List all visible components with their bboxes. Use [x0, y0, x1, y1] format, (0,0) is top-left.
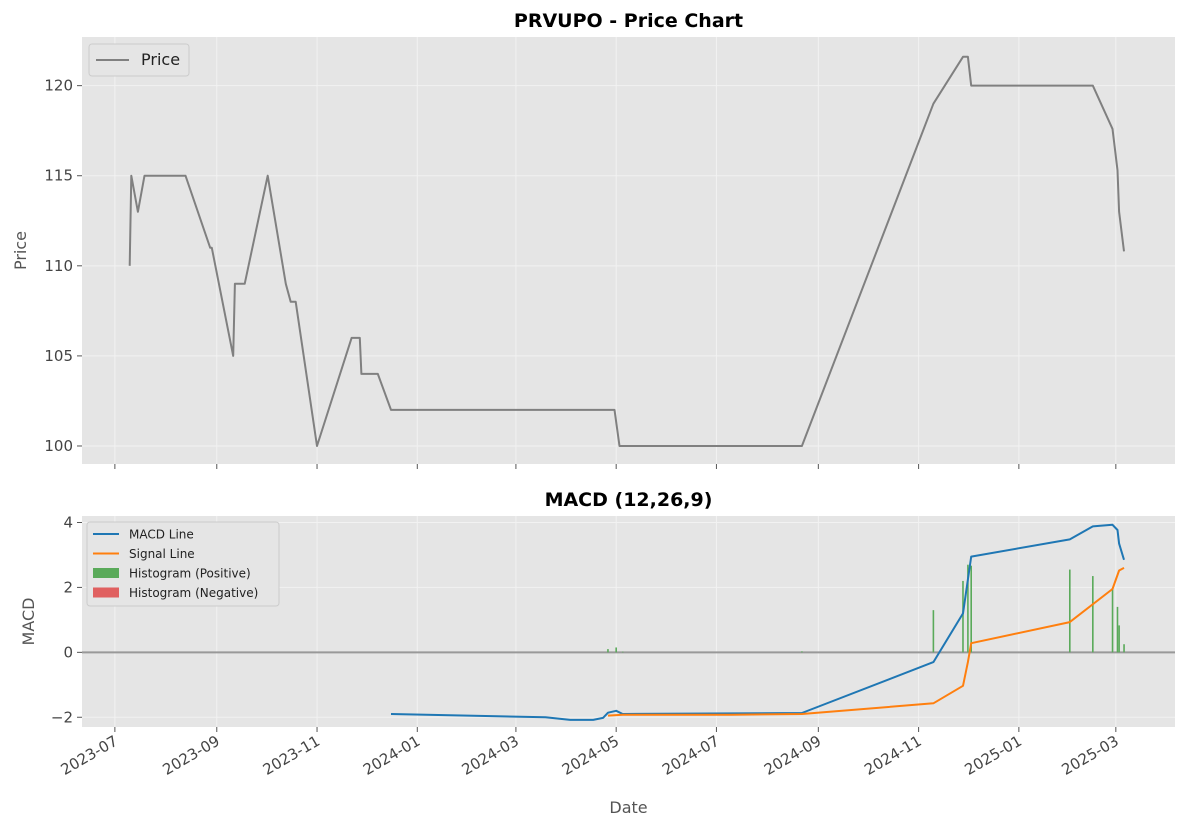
y-tick-label: 4 [63, 513, 73, 531]
histogram-bar [1111, 588, 1114, 653]
histogram-bar [1118, 625, 1120, 653]
x-tick-label: 2025-03 [1059, 732, 1122, 779]
y-tick-label: 100 [44, 437, 73, 455]
x-tick-label: 2024-01 [360, 732, 423, 779]
x-tick-label: 2025-01 [962, 732, 1025, 779]
x-tick-label: 2023-07 [58, 732, 121, 779]
histogram-bar [801, 651, 803, 653]
histogram-bar [615, 647, 617, 653]
x-tick-label: 2024-11 [861, 732, 924, 779]
legend-label: MACD Line [129, 528, 194, 542]
histogram-bar [607, 649, 609, 653]
x-tick-label: 2024-09 [761, 732, 824, 779]
x-tick-label: 2024-07 [659, 732, 722, 779]
y-tick-label: 110 [44, 257, 73, 275]
legend-swatch [93, 568, 119, 578]
y-tick-label: 120 [44, 77, 73, 95]
histogram-bar [932, 610, 935, 653]
legend-box [86, 521, 280, 607]
histogram-bar [1069, 569, 1071, 653]
x-tick-label: 2023-11 [260, 732, 323, 779]
histogram-bar [962, 580, 964, 653]
histogram-bar [1092, 576, 1094, 653]
x-tick-label: 2023-09 [159, 732, 222, 779]
legend-box [88, 43, 190, 77]
y-axis-label: MACD [19, 598, 38, 646]
legend-label: Histogram (Positive) [129, 567, 251, 581]
plot-area-1 [82, 37, 1175, 464]
histogram-bar [1123, 644, 1125, 653]
x-axis-label: Date [609, 798, 647, 817]
x-tick-label: 2024-05 [559, 732, 622, 779]
y-axis-label: Price [11, 231, 30, 270]
y-tick-label: 115 [44, 167, 73, 185]
chart-title: MACD (12,26,9) [545, 489, 713, 511]
legend-label: Signal Line [129, 547, 195, 561]
histogram-bar [621, 651, 624, 653]
legend-label: Histogram (Negative) [129, 586, 258, 600]
series-line [390, 523, 1125, 721]
histogram-bar [967, 564, 969, 653]
histogram-bar [1116, 606, 1119, 653]
series-line [128, 55, 1125, 447]
y-tick-label: 2 [63, 578, 73, 596]
histogram-bar [970, 565, 972, 653]
y-tick-label: 105 [44, 347, 73, 365]
series-line [607, 567, 1125, 717]
y-tick-label: −2 [51, 708, 73, 726]
x-tick-label: 2024-03 [459, 732, 522, 779]
chart-title: PRVUPO - Price Chart [514, 10, 743, 32]
legend-label: Price [141, 50, 180, 69]
legend-swatch [93, 587, 119, 598]
y-tick-label: 0 [63, 643, 73, 661]
